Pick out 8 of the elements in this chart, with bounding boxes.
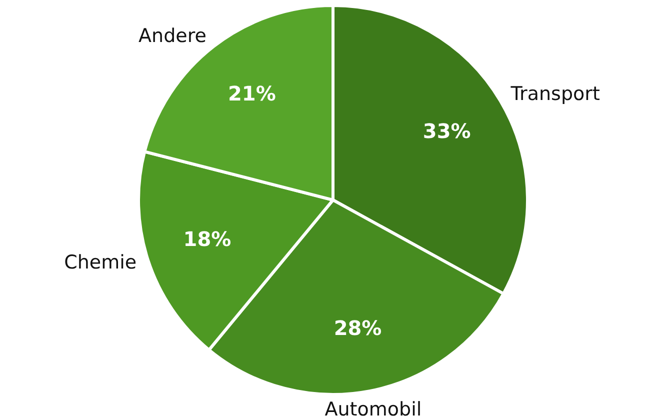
data-label: 33% bbox=[422, 118, 471, 143]
data-label: 28% bbox=[334, 316, 382, 340]
data-label: 18% bbox=[183, 227, 232, 252]
slice-label: Automobil bbox=[324, 398, 422, 419]
slice-label: Andere bbox=[138, 24, 206, 47]
slice-label: Transport bbox=[510, 82, 600, 105]
data-label: 21% bbox=[228, 82, 276, 106]
slice-label: Chemie bbox=[64, 252, 137, 274]
